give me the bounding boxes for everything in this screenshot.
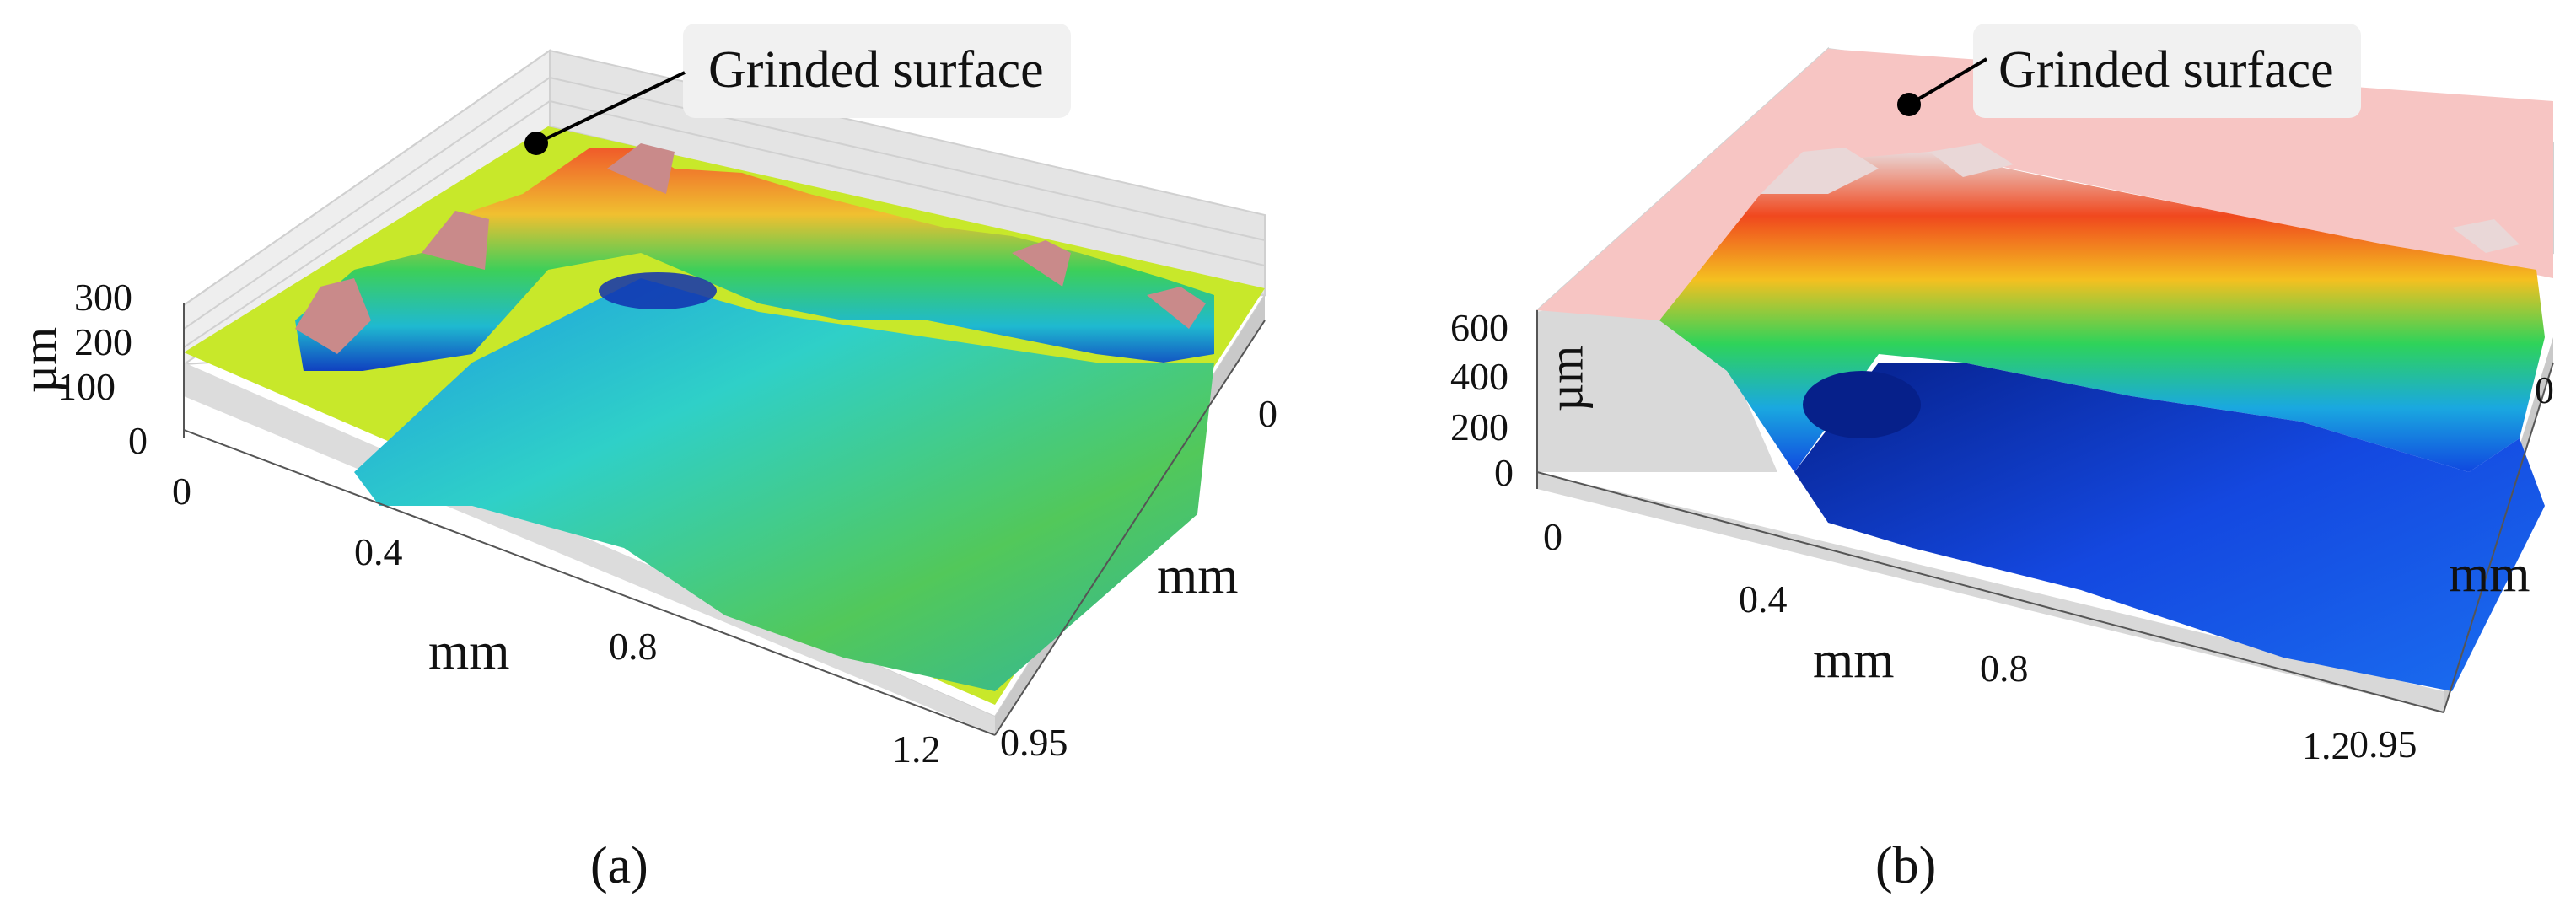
z-tick-4: 0	[1494, 451, 1514, 494]
axis-ticks	[183, 303, 1266, 736]
z-tick-3: 200	[1450, 405, 1508, 448]
rim-peaks	[1761, 143, 2520, 253]
y-axis-label: mm	[1157, 547, 1239, 604]
y-tick-1: 0	[1258, 392, 1277, 435]
z-tick-2: 200	[74, 320, 132, 363]
x-tick-3: 0.8	[609, 625, 658, 668]
z-tick-1: 600	[1450, 306, 1508, 349]
crater-rim	[295, 148, 1214, 371]
crater-wall	[1659, 152, 2545, 472]
side-wall	[1537, 278, 1777, 472]
y-axis-label: mm	[2449, 545, 2530, 603]
panel-a: Grinded surface µm 300 200 100 0 0 0.4 0…	[12, 24, 1277, 894]
y-tick-1: 0	[2535, 368, 2554, 411]
y-tick-2: 0.95	[2349, 722, 2417, 765]
x-tick-1: 0	[172, 470, 191, 513]
deep-pit	[1803, 371, 1921, 438]
z-tick-3: 100	[57, 365, 116, 408]
surface-plot-a	[183, 49, 1266, 736]
z-axis-label: µm	[1538, 345, 1594, 412]
axis-ticks	[1536, 310, 2554, 713]
callout-leader	[1897, 57, 1988, 116]
crater-floor	[1794, 363, 2545, 691]
z-tick-4: 0	[128, 419, 148, 462]
rim-peaks	[295, 143, 1206, 354]
caption-b: (b)	[1875, 837, 1937, 894]
x-tick-1: 0	[1543, 515, 1562, 558]
x-tick-3: 0.8	[1980, 647, 2029, 690]
callout-grinded-surface: Grinded surface	[683, 24, 1071, 118]
x-axis-label: mm	[1813, 631, 1895, 689]
x-tick-4: 1.2	[892, 728, 941, 771]
panel-b: Grinded surface µm 600 400 200 0 0 0.4 0…	[1288, 0, 2576, 913]
crater-floor	[354, 278, 1214, 691]
z-tick-2: 400	[1450, 355, 1508, 398]
callout-grinded-surface: Grinded surface	[1973, 24, 2361, 118]
z-tick-1: 300	[74, 276, 132, 319]
callout-leader	[524, 71, 686, 155]
deep-pit	[599, 272, 717, 309]
x-tick-4: 1.2	[2302, 724, 2351, 767]
y-tick-2: 0.95	[1000, 721, 1068, 764]
x-axis-label: mm	[428, 623, 510, 680]
caption-a: (a)	[590, 837, 648, 894]
x-tick-2: 0.4	[354, 530, 403, 573]
x-tick-2: 0.4	[1739, 577, 1788, 620]
